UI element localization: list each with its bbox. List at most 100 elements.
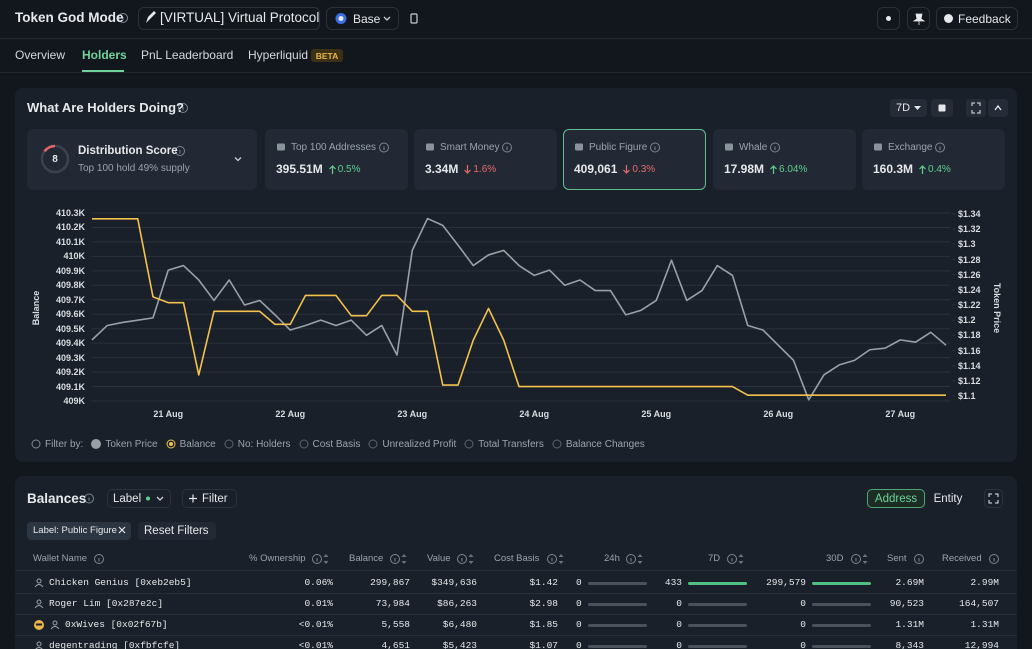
legend-marker[interactable]: [224, 439, 234, 449]
tab[interactable]: PnL Leaderboard: [141, 48, 234, 62]
table-cell: 299,867: [370, 577, 410, 588]
table-cell: 4,651: [381, 640, 410, 649]
column-header[interactable]: Received: [942, 553, 982, 564]
chain-selector[interactable]: [326, 7, 399, 30]
stat-card[interactable]: [862, 129, 1005, 190]
change-bar: [812, 623, 871, 627]
stat-value-row: 395.51M 0.5%: [276, 161, 361, 177]
stat-card[interactable]: [713, 129, 856, 190]
table-cell: 0: [676, 640, 682, 649]
filter-text[interactable]: No: Holders: [237, 438, 291, 450]
legend-marker[interactable]: [552, 439, 562, 449]
legend-marker[interactable]: [368, 439, 378, 449]
y-tick-label: 409.1K: [55, 381, 85, 392]
column-header[interactable]: Balance: [349, 553, 384, 564]
filter-chip[interactable]: [27, 522, 131, 540]
wallet-name[interactable]: Roger Lim [0x287e2c]: [49, 598, 164, 609]
person-icon: [52, 620, 58, 626]
filter-text[interactable]: Cost Basis: [312, 438, 361, 450]
collapse-button[interactable]: [988, 99, 1008, 117]
filter-item[interactable]: Unrealized Profit: [368, 439, 456, 450]
filter-text[interactable]: Filter by:: [45, 438, 84, 450]
filter-label[interactable]: Filter: [202, 492, 228, 505]
pin-button[interactable]: [907, 7, 930, 30]
chevron-icon: [383, 16, 391, 21]
reset-label[interactable]: Reset Filters: [144, 525, 209, 537]
stat-value: 160.3M: [873, 162, 914, 176]
legend-marker[interactable]: [31, 439, 41, 449]
y-tick-label: 409.6K: [55, 309, 85, 320]
filter-text[interactable]: Balance Changes: [565, 438, 645, 450]
filter-item[interactable]: Cost Basis: [299, 438, 361, 450]
y2-tick-label: $1.18: [958, 330, 981, 341]
stat-label: Top 100 Addresses: [291, 141, 377, 153]
wallet-name[interactable]: Chicken Genius [0xeb2eb5]: [49, 577, 192, 588]
filter-item[interactable]: Balance Changes: [552, 439, 645, 450]
table-cell: $2.98: [529, 598, 558, 609]
expand-button[interactable]: [984, 489, 1003, 508]
legend-marker[interactable]: [464, 439, 474, 449]
filter-item[interactable]: Token Price: [91, 438, 158, 450]
column-header[interactable]: % Ownership: [249, 553, 306, 564]
filter-text[interactable]: Balance: [179, 438, 216, 450]
table-cell: 0: [800, 598, 806, 609]
table-cell: 1.31M: [895, 619, 924, 630]
distribution-card[interactable]: [27, 129, 257, 190]
filter-text[interactable]: Token Price: [105, 438, 158, 450]
wallet-name[interactable]: 0xWives [0x02f67b]: [65, 619, 168, 630]
column-header[interactable]: Value: [427, 553, 451, 564]
stat-label: Public Figure: [589, 141, 648, 153]
column-header[interactable]: 7D: [708, 553, 721, 564]
column-header[interactable]: 24h: [604, 553, 620, 564]
tab[interactable]: Holders: [82, 48, 127, 62]
filter-text[interactable]: Total Transfers: [478, 438, 544, 450]
label-dropdown[interactable]: [107, 489, 171, 508]
tab[interactable]: Hyperliquid: [248, 48, 309, 62]
y2-tick-label: $1.28: [958, 254, 981, 265]
filter-item[interactable]: Total Transfers: [464, 439, 544, 450]
y-tick-label: 409.7K: [55, 294, 85, 305]
toggle-option[interactable]: Entity: [933, 492, 963, 505]
filter-item[interactable]: Filter by:: [31, 439, 83, 450]
filter-button[interactable]: [182, 489, 237, 508]
info-icon: [935, 142, 945, 153]
tab[interactable]: Overview: [15, 48, 66, 62]
change-arrow: [770, 164, 777, 174]
topbar-border: [0, 38, 1032, 39]
panel-title: Balances: [27, 490, 87, 506]
period-dropdown[interactable]: [890, 99, 927, 117]
feedback-button[interactable]: [936, 7, 1018, 30]
stat-card[interactable]: [414, 129, 557, 190]
legend-marker[interactable]: [299, 439, 309, 449]
feedback-label[interactable]: Feedback: [958, 11, 1011, 26]
info-icon: [457, 554, 467, 564]
column-header[interactable]: Wallet Name: [33, 553, 88, 564]
stat-card[interactable]: [563, 129, 706, 190]
stat-card[interactable]: [265, 129, 408, 190]
dropdown-label[interactable]: Label: [113, 492, 142, 505]
info-icon: [94, 554, 104, 564]
y2-tick-label: $1.14: [958, 360, 981, 371]
active-dot: [146, 496, 150, 501]
legend-marker[interactable]: [91, 439, 102, 449]
column-header[interactable]: Cost Basis: [494, 553, 540, 564]
person-icon: [36, 599, 42, 605]
watch-button[interactable]: [877, 7, 900, 30]
column-header[interactable]: 30D: [826, 553, 844, 564]
legend-marker[interactable]: [166, 439, 176, 449]
reset-button[interactable]: [138, 522, 216, 540]
person-icon-body: [34, 584, 44, 588]
token-selector[interactable]: [138, 7, 320, 30]
column-header[interactable]: Sent: [887, 553, 907, 564]
filter-text[interactable]: Unrealized Profit: [382, 438, 457, 450]
expand-button[interactable]: [966, 99, 986, 117]
filter-item[interactable]: Balance: [166, 439, 216, 450]
address-toggle[interactable]: [867, 489, 925, 508]
row-border: [15, 593, 1017, 594]
change-arrow-shape: [919, 164, 926, 174]
period-label[interactable]: 7D: [896, 102, 911, 114]
filter-item[interactable]: No: Holders: [224, 439, 291, 450]
toggle-option[interactable]: Address: [874, 492, 918, 505]
wallet-name[interactable]: degentrading [0xfbfcfe]: [49, 640, 181, 649]
stat-icon: [426, 143, 434, 151]
